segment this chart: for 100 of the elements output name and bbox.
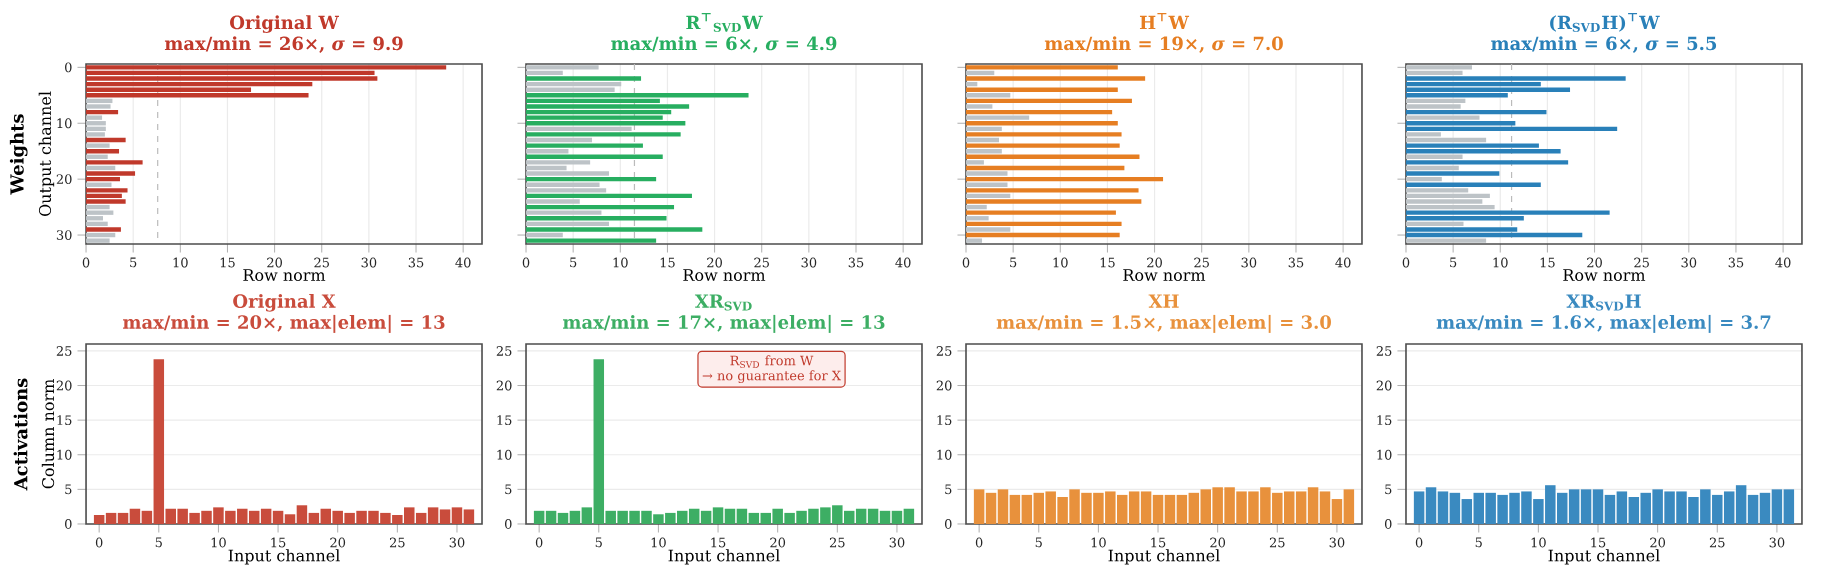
bar [526,216,667,221]
bar [526,87,615,92]
bar [966,199,1142,204]
bar [966,81,978,87]
bar [86,204,110,210]
bar [966,65,1118,70]
bar [86,171,136,176]
bar [966,193,1011,199]
bar [526,121,686,126]
bar [526,188,607,193]
bar [526,210,602,215]
bar [86,65,447,70]
chart-title: Original X [233,294,336,312]
bar [86,143,110,148]
bar [526,160,591,165]
bar [86,98,113,104]
bar [966,121,1118,126]
bar [526,154,663,159]
bar [86,115,103,120]
bar [86,232,116,238]
bar [966,87,1118,92]
chart-title: XH [1148,294,1179,308]
bar [966,238,983,243]
bar [966,165,1125,171]
bar [86,227,121,232]
chart-subtitle: max/min = 20×, max|elem| = 13 [123,314,445,333]
bar [1405,165,1459,171]
bar [1405,115,1480,120]
chart-title: XR$_{SVD}$H [1566,294,1641,311]
chart-title: H$^{⊤}$W [1139,13,1190,29]
bar [1405,210,1610,215]
bar [86,165,116,171]
bar [86,137,126,143]
bar [1405,238,1487,243]
bar [86,149,120,154]
x-axis-title: Row norm [243,269,326,282]
bar [1405,154,1463,159]
bar [526,104,690,109]
bar [966,149,1002,154]
bar [86,154,108,159]
bar [1405,171,1500,176]
y-axis-title: Output channel [38,91,55,217]
bar [526,65,599,70]
chart-title: XR$_{SVD}$ [694,294,752,311]
bar [526,176,657,182]
bar [1405,104,1461,109]
bar [86,199,126,204]
bar [966,132,1122,137]
bar [86,182,112,187]
bar [526,221,609,227]
chart-subtitle: max/min = 19×, σ = 7.0 [1044,36,1283,53]
bar [526,227,703,232]
bar [966,221,1122,227]
bar [1405,160,1569,165]
x-axis-title: Row norm [683,269,766,282]
chart-title: R$^{⊤}$$_{SVD}$W [686,13,763,32]
x-axis-title: Row norm [1123,269,1206,282]
bar [1405,204,1495,210]
bar [86,193,122,199]
bar [1405,87,1571,92]
bar [966,115,1030,120]
chart-subtitle: max/min = 6×, σ = 4.9 [611,36,837,53]
bar [966,154,1140,159]
chart-subtitle: max/min = 26×, σ = 9.9 [164,36,403,53]
chart-title: Original W [230,15,339,33]
bar [86,93,309,98]
y-axis-title: Column norm [41,379,55,489]
x-axis-title: Row norm [1563,269,1646,282]
bar [86,221,108,227]
bar [86,132,105,137]
bar [966,160,984,165]
bar [966,232,1120,238]
bar [966,143,1120,148]
bar [966,109,1113,115]
bar [966,93,1011,98]
bar [86,188,128,193]
bar [526,171,609,176]
bar [966,104,993,109]
bar [966,216,989,221]
bar [1405,76,1626,81]
bar [86,238,110,243]
bar [1405,149,1561,154]
bar [1405,232,1583,238]
bar [1405,98,1466,104]
bar [966,126,1002,132]
bar [526,182,600,187]
bar [966,188,1139,193]
chart-subtitle: max/min = 1.5×, max|elem| = 3.0 [996,314,1331,333]
bar [1405,137,1487,143]
x-axis-title: Input channel [1548,549,1660,565]
bar [526,232,563,238]
bar [526,81,622,87]
bar [86,109,119,115]
bar [526,132,681,137]
chart-subtitle: max/min = 1.6×, max|elem| = 3.7 [1436,314,1771,333]
bar [526,149,569,154]
bar [86,160,143,165]
bar [1405,126,1618,132]
bar [966,210,1116,215]
bar [966,137,1000,143]
